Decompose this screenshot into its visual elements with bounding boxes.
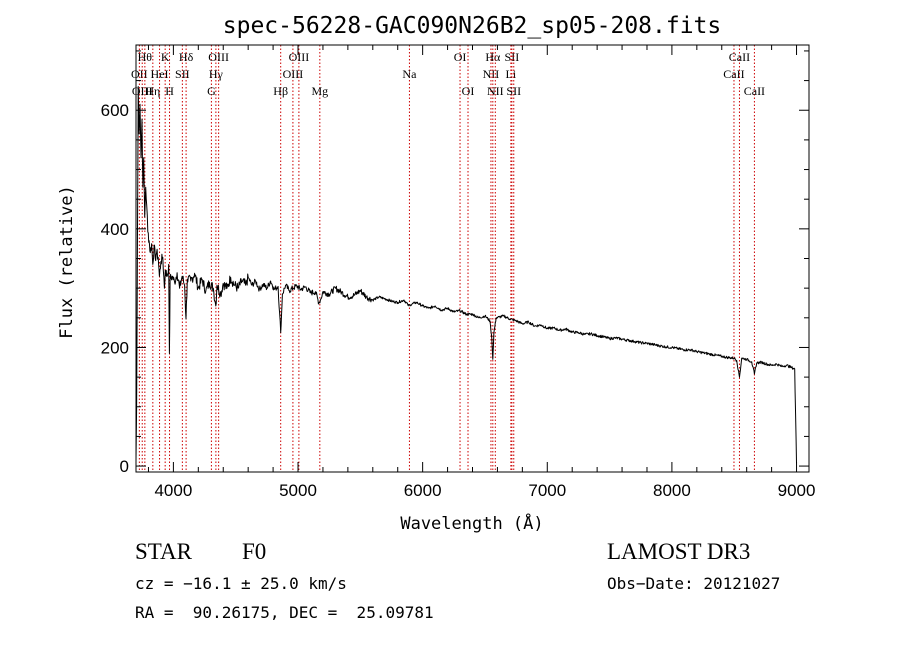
y-tick-label: 200: [101, 338, 129, 357]
y-tick-label: 0: [120, 457, 129, 476]
line-marker-label-11: OIII: [208, 50, 229, 64]
line-marker-label-9: G: [207, 84, 216, 98]
x-axis-label: Wavelength (Å): [400, 512, 543, 534]
x-tick-label: 9000: [778, 481, 816, 500]
object-class: STAR: [135, 539, 192, 564]
line-marker-label-6: H: [165, 84, 174, 98]
x-tick-label: 5000: [279, 481, 317, 500]
survey-name: LAMOST DR3: [607, 539, 751, 564]
line-marker-label-5: K: [161, 50, 170, 64]
sky-coordinates: RA = 90.26175, DEC = 25.09781: [135, 603, 434, 622]
x-tick-label: 6000: [404, 481, 442, 500]
line-marker-label-0: OII: [131, 67, 148, 81]
line-marker-label-22: Li: [506, 67, 517, 81]
emission-line-markers: OIIOIIIHθHηHeIKHSIIHδGHγOIIIHβOIIIOIIIMg…: [131, 45, 765, 472]
y-axis-label: Flux (relative): [57, 185, 77, 339]
spectrum-line: [135, 86, 797, 464]
x-tick-label: 7000: [528, 481, 566, 500]
line-marker-label-13: OIII: [283, 67, 304, 81]
line-marker-label-7: SII: [175, 67, 190, 81]
line-marker-label-16: Na: [402, 67, 417, 81]
line-marker-label-17: OI: [454, 50, 467, 64]
line-marker-label-14: OIII: [289, 50, 310, 64]
line-marker-label-15: Mg: [311, 84, 328, 98]
line-marker-label-1: OIII: [132, 84, 153, 98]
line-marker-label-8: Hδ: [179, 50, 194, 64]
line-marker-label-19: NII: [483, 67, 500, 81]
line-marker-label-2: Hθ: [138, 50, 153, 64]
line-marker-label-12: Hβ: [273, 84, 288, 98]
line-marker-label-20: Hα: [485, 50, 501, 64]
plot-frame: [135, 44, 810, 473]
line-marker-label-23: SII: [505, 50, 520, 64]
chart-title: spec-56228-GAC090N26B2_sp05-208.fits: [223, 13, 722, 39]
x-tick-label: 8000: [653, 481, 691, 500]
axes: 4000 5000 6000 7000 8000 9000 0 200 400 600: [101, 45, 816, 500]
y-tick-label: 400: [101, 220, 129, 239]
object-subclass: F0: [242, 539, 267, 564]
line-marker-label-27: CaII: [744, 84, 765, 98]
line-marker-label-3: Hη: [145, 84, 160, 98]
redshift-value: cz = −16.1 ± 25.0 km/s: [135, 574, 347, 593]
y-tick-label: 600: [101, 101, 129, 120]
line-marker-label-4: HeI: [151, 67, 169, 81]
x-tick-label: 4000: [154, 481, 192, 500]
spectrum-series: [135, 86, 797, 464]
line-marker-label-25: CaII: [723, 67, 744, 81]
line-marker-label-18: OI: [462, 84, 475, 98]
line-marker-label-21: NII: [487, 84, 504, 98]
line-marker-label-26: CaII: [729, 50, 750, 64]
observation-date: Obs−Date: 20121027: [607, 574, 781, 593]
line-marker-label-24: SII: [506, 84, 521, 98]
line-marker-label-10: Hγ: [209, 67, 224, 81]
